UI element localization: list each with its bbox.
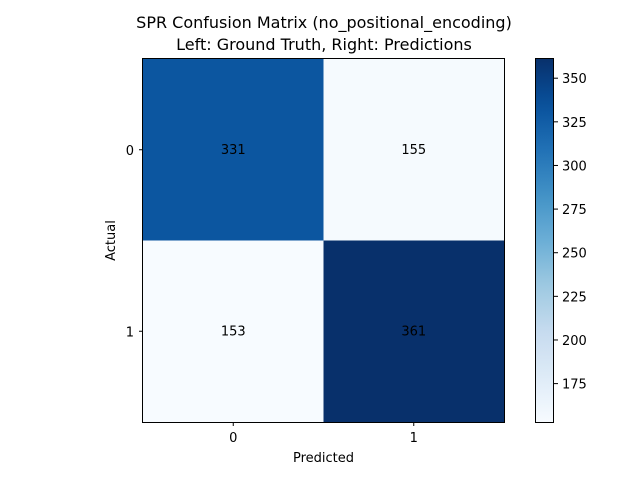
colorbar-tick-label: 200	[562, 334, 587, 349]
heatmap-cell	[323, 59, 505, 241]
heatmap-cell	[143, 240, 324, 423]
chart-title-line1: SPR Confusion Matrix (no_positional_enco…	[136, 13, 512, 33]
y-axis-label: Actual	[104, 220, 119, 261]
cell-value-label: 153	[221, 324, 246, 339]
colorbar-tick-label: 175	[562, 378, 587, 393]
colorbar-tick-label: 300	[562, 159, 587, 174]
colorbar-tick-label: 250	[562, 247, 587, 262]
heatmap-cell	[143, 59, 324, 241]
colorbar	[535, 58, 554, 423]
cell-value-label: 331	[221, 143, 246, 158]
plot-frame	[142, 58, 505, 423]
cell-value-label: 155	[401, 143, 426, 158]
colorbar-tick-label: 225	[562, 290, 587, 305]
cell-value-label: 361	[401, 324, 426, 339]
y-tick-label: 1	[126, 325, 134, 340]
chart-title-line2: Left: Ground Truth, Right: Predictions	[176, 35, 472, 54]
x-axis-label: Predicted	[293, 451, 354, 466]
heatmap-cells: 331 155 153 361	[143, 59, 505, 423]
heatmap-axes: 0 1 0 1	[126, 144, 418, 446]
colorbar-tick-label: 275	[562, 203, 587, 218]
heatmap-cell	[323, 240, 505, 423]
colorbar-tick-label: 350	[562, 72, 587, 87]
colorbar-tick-label: 325	[562, 116, 587, 131]
y-tick-label: 0	[126, 144, 134, 159]
x-tick-label: 0	[229, 431, 237, 446]
colorbar-ticks: 175 200 225 250 275 300 325 350	[554, 72, 587, 393]
x-tick-label: 1	[410, 431, 418, 446]
